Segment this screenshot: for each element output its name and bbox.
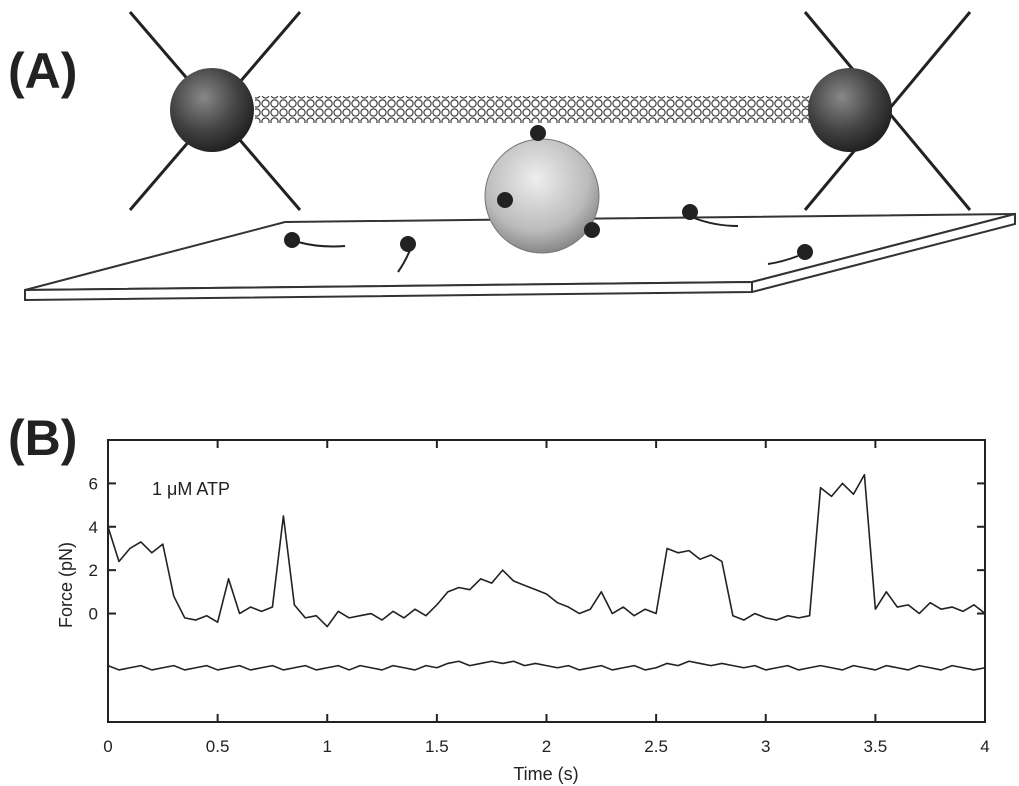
x-tick-label: 4 [980,737,989,756]
x-tick-label: 2 [542,737,551,756]
trace [107,473,986,628]
bead [808,68,892,152]
annotation: 1 μM ATP [152,479,230,499]
trace [107,660,986,671]
x-axis-label: Time (s) [513,764,578,784]
y-axis-label: Force (pN) [56,542,76,628]
panel-label: (B) [8,410,77,466]
plot-frame [107,439,986,723]
x-tick-label: 3.5 [864,737,888,756]
myosin-heads [284,125,813,273]
y-tick-label: 4 [89,518,98,537]
coverslip-edge [751,212,1016,294]
bead [170,68,254,152]
x-tick-label: 1 [323,737,332,756]
x-tick-label: 2.5 [644,737,668,756]
x-tick-label: 1.5 [425,737,449,756]
actin-filament [255,96,810,123]
y-tick-label: 6 [89,474,98,493]
x-tick-label: 0 [103,737,112,756]
x-tick-label: 3 [761,737,770,756]
y-tick-label: 2 [89,561,98,580]
x-tick-label: 0.5 [206,737,230,756]
panel-label: (A) [8,43,77,99]
y-tick-label: 0 [89,605,98,624]
